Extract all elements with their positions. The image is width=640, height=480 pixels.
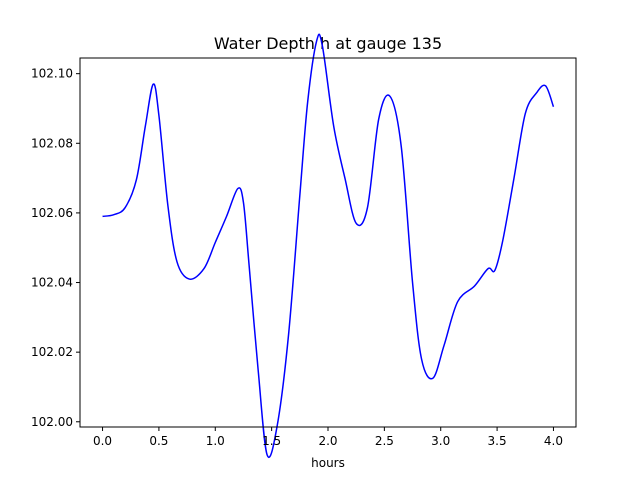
y-tick-label: 102.04 [31,276,73,290]
x-tick-label: 2.0 [318,434,337,448]
x-tick-label: 0.5 [149,434,168,448]
x-tick-label: 1.5 [262,434,281,448]
x-tick-label: 4.0 [544,434,563,448]
x-tick-label: 0.0 [93,434,112,448]
x-tick-label: 1.0 [206,434,225,448]
y-tick-label: 102.08 [31,136,73,150]
x-axis-label: hours [311,456,345,470]
x-tick-label: 2.5 [375,434,394,448]
y-tick-label: 102.10 [31,67,73,81]
y-tick-label: 102.00 [31,415,73,429]
chart-title: Water Depth h at gauge 135 [214,34,442,53]
y-tick-label: 102.06 [31,206,73,220]
series-line-0 [102,33,555,458]
y-tick-label: 102.02 [31,345,73,359]
x-tick-label: 3.5 [488,434,507,448]
plot-frame [79,57,577,428]
x-tick-label: 3.0 [431,434,450,448]
